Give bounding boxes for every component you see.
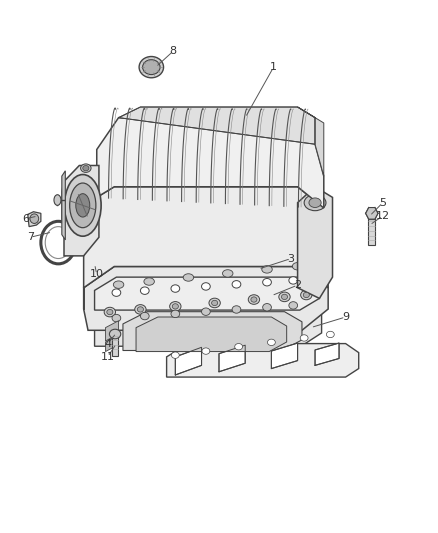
Ellipse shape <box>135 305 146 314</box>
Text: 10: 10 <box>90 270 104 279</box>
Ellipse shape <box>70 183 96 228</box>
Polygon shape <box>62 171 65 240</box>
Ellipse shape <box>104 308 116 317</box>
Text: 3: 3 <box>287 254 294 263</box>
Polygon shape <box>175 348 201 375</box>
Ellipse shape <box>201 282 210 290</box>
Text: 1: 1 <box>270 62 277 72</box>
Text: 4: 4 <box>104 338 111 349</box>
Ellipse shape <box>303 292 309 297</box>
Ellipse shape <box>172 304 178 309</box>
Ellipse shape <box>262 265 272 273</box>
Ellipse shape <box>138 307 144 312</box>
Ellipse shape <box>268 339 276 345</box>
Ellipse shape <box>289 302 297 309</box>
Polygon shape <box>97 118 324 208</box>
Polygon shape <box>315 343 339 366</box>
Ellipse shape <box>232 280 241 288</box>
Bar <box>368 213 375 245</box>
Ellipse shape <box>141 287 149 294</box>
Ellipse shape <box>279 292 290 302</box>
Ellipse shape <box>171 352 179 358</box>
Ellipse shape <box>202 348 210 354</box>
Text: 2: 2 <box>294 280 301 290</box>
Ellipse shape <box>139 56 163 78</box>
Ellipse shape <box>300 290 312 300</box>
Polygon shape <box>272 343 297 368</box>
Polygon shape <box>166 344 359 377</box>
Polygon shape <box>136 317 287 352</box>
Ellipse shape <box>143 60 160 75</box>
Ellipse shape <box>112 314 121 322</box>
Ellipse shape <box>309 198 321 207</box>
Text: 12: 12 <box>376 211 390 221</box>
Polygon shape <box>106 321 119 341</box>
Polygon shape <box>28 212 41 227</box>
Text: 11: 11 <box>101 352 115 362</box>
Ellipse shape <box>263 278 272 286</box>
Polygon shape <box>95 277 319 310</box>
Polygon shape <box>297 187 332 298</box>
Text: 6: 6 <box>22 214 29 224</box>
Ellipse shape <box>263 304 272 311</box>
Ellipse shape <box>212 300 218 305</box>
Ellipse shape <box>289 277 297 284</box>
Ellipse shape <box>30 214 39 223</box>
Ellipse shape <box>107 310 113 314</box>
Ellipse shape <box>209 298 220 308</box>
Ellipse shape <box>54 195 61 205</box>
Ellipse shape <box>83 165 89 171</box>
Ellipse shape <box>171 310 180 318</box>
Polygon shape <box>84 187 328 288</box>
Ellipse shape <box>170 302 181 311</box>
Ellipse shape <box>282 294 288 300</box>
Ellipse shape <box>232 306 241 313</box>
Polygon shape <box>106 335 119 352</box>
Ellipse shape <box>81 164 91 172</box>
Ellipse shape <box>171 285 180 292</box>
Ellipse shape <box>235 344 243 350</box>
Text: 5: 5 <box>379 198 386 208</box>
Ellipse shape <box>292 263 303 270</box>
Text: 7: 7 <box>27 232 34 243</box>
Ellipse shape <box>141 312 149 320</box>
Ellipse shape <box>300 335 308 341</box>
Polygon shape <box>297 107 324 176</box>
Bar <box>112 334 118 357</box>
Ellipse shape <box>248 295 260 304</box>
Ellipse shape <box>326 332 334 337</box>
Polygon shape <box>84 266 328 330</box>
Ellipse shape <box>76 193 90 217</box>
Ellipse shape <box>304 195 326 211</box>
Polygon shape <box>95 298 321 346</box>
Ellipse shape <box>251 297 257 302</box>
Polygon shape <box>62 176 64 235</box>
Ellipse shape <box>183 274 194 281</box>
Polygon shape <box>64 165 99 256</box>
Ellipse shape <box>110 329 121 339</box>
Ellipse shape <box>144 278 154 285</box>
Text: 8: 8 <box>170 46 177 56</box>
Ellipse shape <box>64 174 101 236</box>
Text: 9: 9 <box>342 312 349 322</box>
Polygon shape <box>366 207 378 219</box>
Ellipse shape <box>112 289 121 296</box>
Polygon shape <box>219 345 245 372</box>
Ellipse shape <box>201 308 210 316</box>
Ellipse shape <box>113 281 124 288</box>
Polygon shape <box>123 312 302 351</box>
Polygon shape <box>119 107 315 144</box>
Ellipse shape <box>223 270 233 277</box>
